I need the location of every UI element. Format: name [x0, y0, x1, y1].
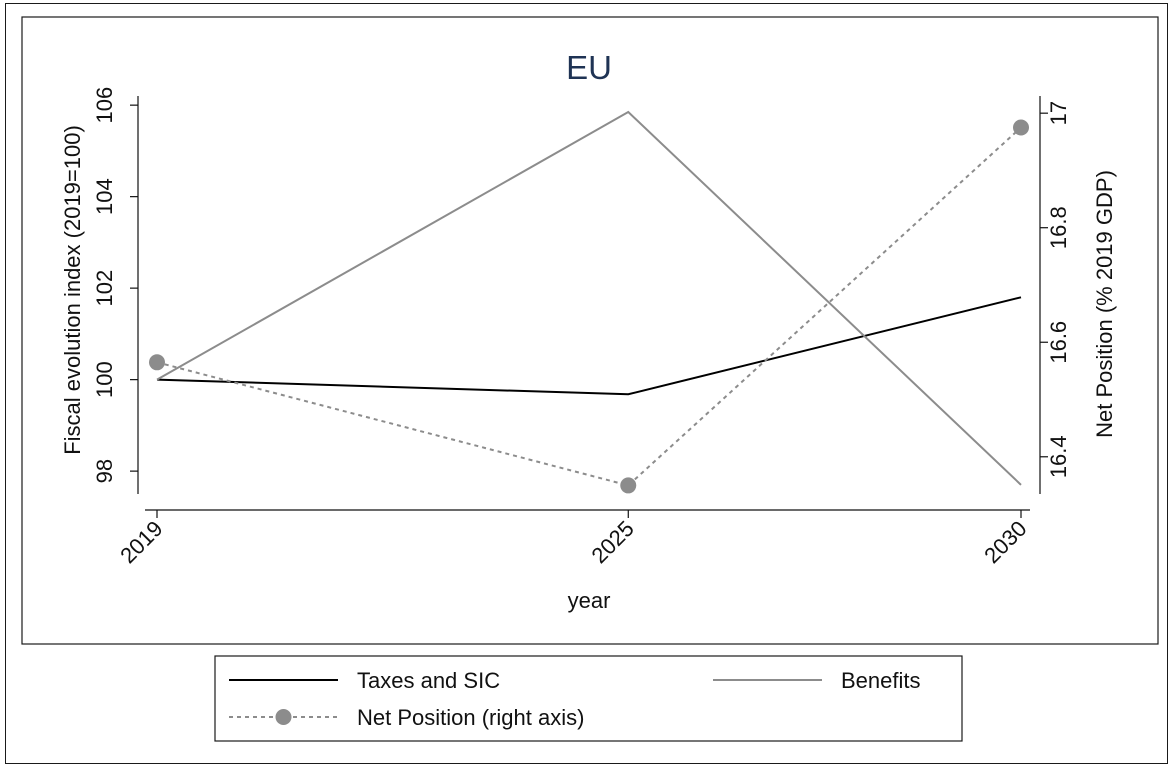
x-axis-title: year: [568, 588, 611, 613]
y-left-tick-label: 98: [92, 459, 117, 483]
y-left-tick-label: 100: [92, 361, 117, 398]
series-line-1: [156, 110, 1022, 486]
legend-box: [214, 655, 963, 742]
y-right-tick-label: 16.6: [1046, 321, 1071, 364]
y-right-axis-title: Net Position (% 2019 GDP): [1092, 170, 1117, 438]
chart-frame: [5, 3, 1168, 764]
legend-marker-2: [275, 709, 292, 725]
legend-label-2: Net Position (right axis): [357, 705, 584, 730]
x-tick-label: 2030: [979, 516, 1031, 568]
x-tick-label: 2025: [587, 516, 639, 568]
series-line-2: [156, 126, 1022, 487]
series-layer: [149, 110, 1029, 494]
x-ticks: 2019 2025 2030: [115, 510, 1032, 568]
y-right-ticks: 16.4 16.6 16.8 17: [1040, 101, 1071, 478]
chart-title: EU: [566, 49, 612, 86]
series-point-2: [1013, 119, 1029, 136]
y-right-tick-label: 17: [1046, 101, 1071, 125]
y-left-axis-title: Fiscal evolution index (2019=100): [60, 125, 85, 455]
series-point-2: [620, 477, 637, 494]
x-tick-label: 2019: [115, 516, 167, 568]
legend-label-0: Taxes and SIC: [357, 668, 500, 693]
legend-label-1: Benefits: [841, 668, 921, 693]
series-line-0: [156, 296, 1022, 396]
series-point-2: [149, 354, 165, 371]
y-left-ticks: 98 100 102 104 106: [92, 87, 138, 483]
y-right-tick-label: 16.4: [1046, 435, 1071, 478]
y-right-tick-label: 16.8: [1046, 206, 1071, 249]
plot-region-frame: [21, 16, 1159, 645]
y-left-tick-label: 106: [92, 87, 117, 124]
legend: Taxes and SIC Benefits Net Position (right…: [229, 668, 921, 730]
y-left-tick-label: 102: [92, 270, 117, 307]
y-left-tick-label: 104: [92, 178, 117, 215]
